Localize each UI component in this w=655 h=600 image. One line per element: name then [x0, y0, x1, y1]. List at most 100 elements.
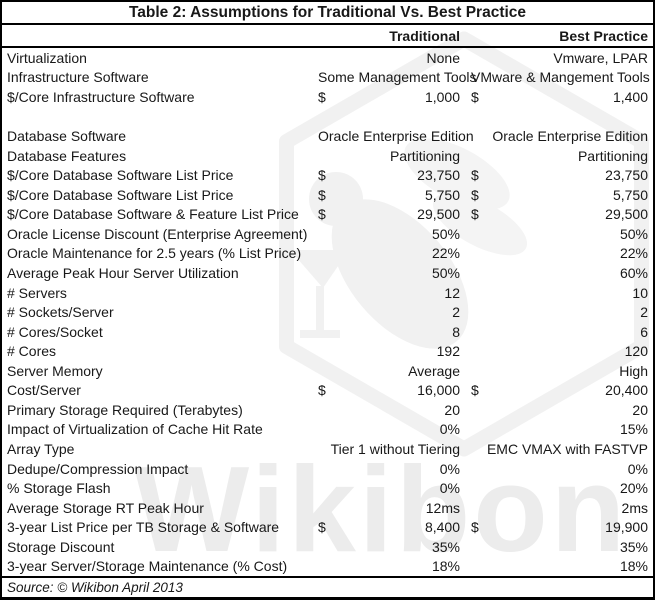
table-row: % Storage Flash 0% 20% — [2, 478, 653, 498]
traditional-value: 0% — [318, 461, 460, 477]
traditional-value-text: None — [426, 49, 460, 66]
row-label: Storage Discount — [7, 538, 115, 555]
traditional-value-text: 29,500 — [417, 206, 460, 223]
best-practice-value: 20% — [471, 480, 648, 496]
traditional-value: 35% — [318, 539, 460, 555]
table-row: Storage Discount 35% 35% — [2, 537, 653, 557]
row-label: Database Features — [7, 147, 127, 164]
currency-symbol: $ — [318, 167, 326, 184]
best-practice-value-text: 2ms — [621, 499, 648, 516]
best-practice-value: 22% — [471, 245, 648, 261]
best-practice-value-text: 2 — [640, 304, 648, 321]
best-practice-value-text: 22% — [619, 245, 648, 262]
traditional-value-text: 50% — [431, 225, 460, 242]
currency-symbol: $ — [471, 167, 479, 184]
traditional-value-text: 23,750 — [417, 167, 460, 184]
best-practice-value-text: 0% — [627, 460, 648, 477]
row-label: # Cores — [7, 343, 57, 360]
best-practice-value-text: Partitioning — [577, 147, 648, 164]
traditional-value: $29,500 — [318, 206, 460, 222]
traditional-value-text: 12ms — [425, 499, 460, 516]
table-row: # Cores/Socket 8 6 — [2, 322, 653, 342]
traditional-value: 8 — [318, 324, 460, 340]
table-row: Oracle Maintenance for 2.5 years (% List… — [2, 244, 653, 264]
best-practice-value: $20,400 — [471, 382, 648, 398]
table-row: Database Features Partitioning Partitionin… — [2, 146, 653, 166]
table-row: Average Storage RT Peak Hour 12ms 2ms — [2, 498, 653, 518]
row-label: 3-year List Price per TB Storage & Softw… — [7, 519, 280, 536]
row-label: Average Peak Hour Server Utilization — [7, 264, 239, 281]
traditional-value: 50% — [318, 265, 460, 281]
currency-symbol: $ — [471, 88, 479, 105]
traditional-value-text: Some Management Tools — [318, 69, 477, 86]
currency-symbol: $ — [318, 382, 326, 399]
best-practice-value-text: 120 — [624, 343, 648, 360]
traditional-value: 12ms — [318, 500, 460, 516]
currency-symbol: $ — [471, 186, 479, 203]
currency-symbol: $ — [471, 206, 479, 223]
table-row: $/Core Database Software List Price $5,75… — [2, 185, 653, 205]
row-label: Primary Storage Required (Terabytes) — [7, 401, 243, 418]
table-row: Cost/Server $16,000 $20,400 — [2, 381, 653, 401]
table-row — [2, 107, 653, 127]
best-practice-value: $19,900 — [471, 519, 648, 535]
table-title: Table 2: Assumptions for Traditional Vs.… — [2, 2, 653, 25]
traditional-value: $8,400 — [318, 519, 460, 535]
best-practice-value-text: 10 — [632, 284, 648, 301]
row-label: # Sockets/Server — [7, 304, 114, 321]
traditional-value: 50% — [318, 226, 460, 242]
best-practice-value: 2ms — [471, 500, 648, 516]
traditional-value-text: 5,750 — [424, 186, 460, 203]
table-header-row: Traditional Best Practice — [2, 25, 653, 48]
best-practice-value-text: 5,750 — [612, 186, 648, 203]
best-practice-value-text: 35% — [619, 538, 648, 555]
best-practice-value: $29,500 — [471, 206, 648, 222]
best-practice-value: $23,750 — [471, 167, 648, 183]
traditional-value: 2 — [318, 304, 460, 320]
traditional-value: None — [318, 50, 460, 66]
traditional-value: $1,000 — [318, 89, 460, 105]
best-practice-value-text: 1,400 — [612, 88, 648, 105]
traditional-value: Average — [318, 363, 460, 379]
currency-symbol: $ — [318, 519, 326, 536]
best-practice-value-text: 29,500 — [605, 206, 648, 223]
traditional-value-text: 35% — [431, 538, 460, 555]
currency-symbol: $ — [471, 519, 479, 536]
table-row: Database Software Oracle Enterprise Editi… — [2, 126, 653, 146]
traditional-value-text: 0% — [439, 460, 460, 477]
row-label: Cost/Server — [7, 382, 81, 399]
row-label: # Servers — [7, 284, 67, 301]
best-practice-value-text: 50% — [619, 225, 648, 242]
best-practice-value-text: VMware & Mangement Tools — [471, 69, 650, 86]
traditional-value: 0% — [318, 421, 460, 437]
header-traditional: Traditional — [389, 27, 460, 44]
traditional-value: 22% — [318, 245, 460, 261]
row-label: Average Storage RT Peak Hour — [7, 499, 204, 516]
table-row: 3-year List Price per TB Storage & Softw… — [2, 518, 653, 538]
best-practice-value: Oracle Enterprise Edition — [471, 128, 648, 144]
traditional-value: $23,750 — [318, 167, 460, 183]
row-label: % Storage Flash — [7, 480, 111, 497]
traditional-value-text: 8 — [452, 323, 460, 340]
best-practice-value: High — [471, 363, 648, 379]
best-practice-value: 6 — [471, 324, 648, 340]
currency-symbol: $ — [318, 88, 326, 105]
best-practice-value-text: 23,750 — [605, 167, 648, 184]
traditional-value: $5,750 — [318, 187, 460, 203]
row-label: $/Core Database Software List Price — [7, 186, 234, 203]
table-row: Impact of Virtualization of Cache Hit Ra… — [2, 420, 653, 440]
traditional-value-text: 50% — [431, 264, 460, 281]
best-practice-value-text: Oracle Enterprise Edition — [492, 128, 648, 145]
table-row: Infrastructure Software Some Management T… — [2, 68, 653, 88]
best-practice-value: 15% — [471, 421, 648, 437]
table-row: # Sockets/Server 2 2 — [2, 302, 653, 322]
traditional-value-text: 20 — [444, 401, 460, 418]
table-row: Server Memory Average High — [2, 361, 653, 381]
traditional-value: $16,000 — [318, 382, 460, 398]
best-practice-value: 10 — [471, 285, 648, 301]
traditional-value-text: 0% — [439, 480, 460, 497]
table-row: Primary Storage Required (Terabytes) 20 20 — [2, 400, 653, 420]
traditional-value-text: 2 — [452, 304, 460, 321]
traditional-value: 192 — [318, 343, 460, 359]
